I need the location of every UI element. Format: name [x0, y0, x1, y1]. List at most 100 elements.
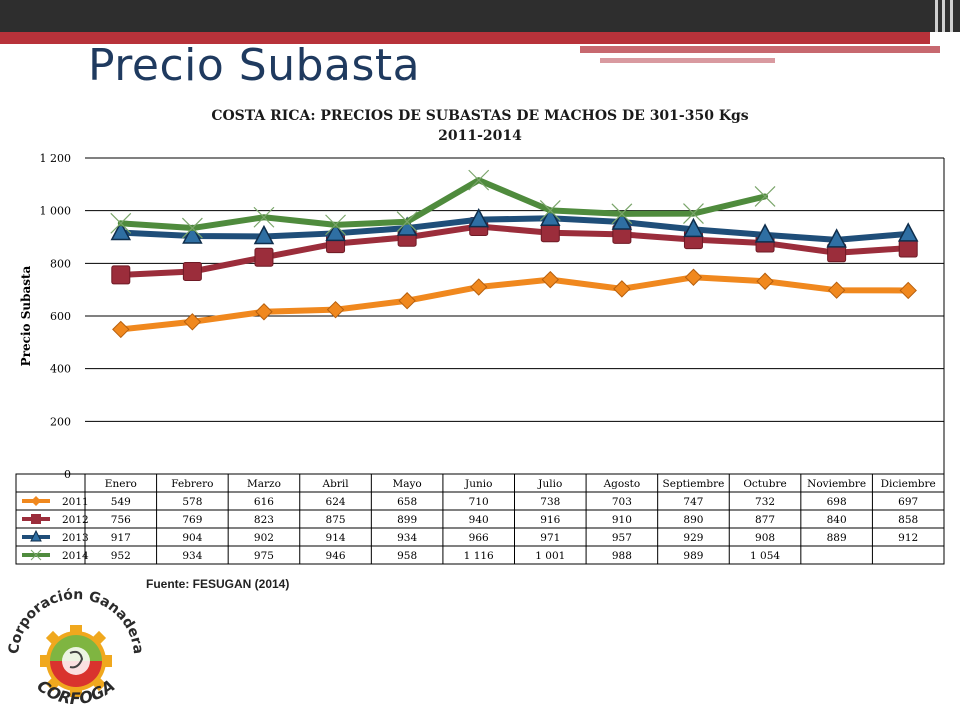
- data-table-cell: 957: [612, 532, 632, 544]
- data-table-cell: 578: [182, 496, 202, 508]
- data-table-cell: 823: [254, 514, 274, 526]
- data-point-2011: [899, 281, 917, 300]
- data-point-2011: [112, 320, 130, 339]
- data-point-2013: [683, 217, 704, 238]
- data-point-2011: [255, 303, 273, 321]
- data-table-cell: 952: [111, 550, 131, 562]
- data-table-cell: 697: [898, 496, 918, 508]
- x-marker-stroke: [683, 203, 704, 224]
- chart-subtitle: 2011-2014: [438, 128, 522, 144]
- header-red-band-tertiary: [600, 58, 775, 63]
- data-point-2011: [756, 272, 774, 290]
- data-table-cell: 958: [397, 550, 417, 562]
- x-marker-stroke: [30, 549, 42, 561]
- data-table-cell: 899: [397, 514, 417, 526]
- data-point-2013: [754, 223, 776, 243]
- data-table-cell: 934: [182, 550, 202, 562]
- data-table-cell: 988: [612, 550, 632, 562]
- legend-key-marker-2014: [30, 549, 42, 561]
- x-category-label: Junio: [464, 478, 492, 490]
- header-red-band: [0, 32, 930, 44]
- slide-title: Precio Subasta: [88, 40, 421, 91]
- data-point-2014: [110, 212, 132, 234]
- data-point-2014: [181, 217, 203, 239]
- data-point-2012: [540, 223, 560, 243]
- y-tick-label: 400: [50, 363, 71, 376]
- legend-label-2012: 2012: [62, 514, 89, 526]
- series-line-2014: [117, 177, 769, 232]
- x-category-label: Mayo: [392, 478, 421, 490]
- x-category-label: Diciembre: [881, 478, 936, 490]
- top-bar-stripe: [935, 0, 938, 32]
- data-table-cell: 738: [540, 496, 560, 508]
- x-category-label: Septiembre: [663, 478, 725, 490]
- chart-title-block: COSTA RICA: PRECIOS DE SUBASTAS DE MACHO…: [90, 106, 870, 146]
- data-table-cell: 902: [254, 532, 274, 544]
- data-table-cell: 912: [898, 532, 918, 544]
- data-point-2014: [253, 206, 275, 228]
- data-table-cell: 703: [612, 496, 632, 508]
- data-point-2012: [898, 238, 918, 258]
- data-table-cell: 910: [612, 514, 632, 526]
- x-category-label: Enero: [105, 478, 137, 490]
- top-bar: [0, 0, 960, 32]
- data-point-2014: [611, 203, 633, 225]
- data-point-2012: [111, 265, 131, 285]
- legend-key-marker-2011: [31, 496, 41, 506]
- data-table-cell: 934: [397, 532, 417, 544]
- x-category-label: Febrero: [171, 478, 213, 490]
- y-axis-label: Precio Subasta: [19, 265, 33, 366]
- data-point-2014: [539, 199, 561, 221]
- x-marker-stroke: [754, 186, 776, 207]
- data-point-2013: [110, 220, 132, 241]
- x-marker-stroke: [611, 203, 633, 225]
- legend-label-2013: 2013: [62, 532, 89, 544]
- data-table-cell: 917: [111, 532, 131, 544]
- data-table-cell: 756: [111, 514, 131, 526]
- data-table-cell: 747: [683, 496, 703, 508]
- data-table-cell: 916: [540, 514, 560, 526]
- data-table-cell: 698: [827, 496, 847, 508]
- data-point-2014: [325, 214, 346, 236]
- data-table-cell: 549: [111, 496, 131, 508]
- source-note: Fuente: FESUGAN (2014): [146, 577, 290, 591]
- x-category-label: Noviembre: [807, 478, 866, 490]
- x-marker-stroke: [110, 212, 132, 234]
- data-table-cell: 989: [683, 550, 703, 562]
- x-marker-stroke: [253, 206, 275, 228]
- x-category-label: Octubre: [743, 478, 786, 490]
- y-tick-label: 800: [50, 257, 71, 270]
- data-point-2013: [468, 208, 489, 228]
- series-line-2012: [117, 223, 912, 278]
- data-table-cell: 1 001: [535, 550, 565, 562]
- data-point-2012: [182, 261, 202, 281]
- data-table-cell: 904: [182, 532, 202, 544]
- data-table-cell: 616: [254, 496, 274, 508]
- data-table-cell: 914: [326, 532, 346, 544]
- data-point-2014: [754, 186, 776, 207]
- x-marker-stroke: [468, 169, 490, 191]
- data-table-cell: 658: [397, 496, 417, 508]
- data-table-cell: 890: [683, 514, 703, 526]
- corfoga-logo: Corporación Ganadera CORFOGA: [6, 587, 146, 708]
- data-table-cell: 858: [898, 514, 918, 526]
- data-point-2014: [396, 211, 418, 233]
- data-table-cell: 966: [469, 532, 489, 544]
- x-category-label: Marzo: [247, 478, 281, 490]
- data-table-cell: 710: [469, 496, 489, 508]
- data-table-cell: 732: [755, 496, 775, 508]
- data-point-2011: [541, 270, 559, 289]
- legend-key-marker-2013: [30, 529, 42, 542]
- chart-title: COSTA RICA: PRECIOS DE SUBASTAS DE MACHO…: [211, 108, 749, 124]
- top-bar-stripe: [950, 0, 953, 32]
- legend-key-marker-2012: [31, 514, 41, 524]
- data-table-cell: 908: [755, 532, 775, 544]
- x-marker-stroke: [325, 214, 346, 236]
- x-marker-stroke: [396, 211, 418, 233]
- y-tick-label: 600: [50, 310, 71, 323]
- data-point-2011: [398, 292, 416, 310]
- data-point-2013: [182, 224, 203, 244]
- x-marker-stroke: [181, 217, 203, 239]
- y-tick-label: 1 000: [40, 205, 72, 218]
